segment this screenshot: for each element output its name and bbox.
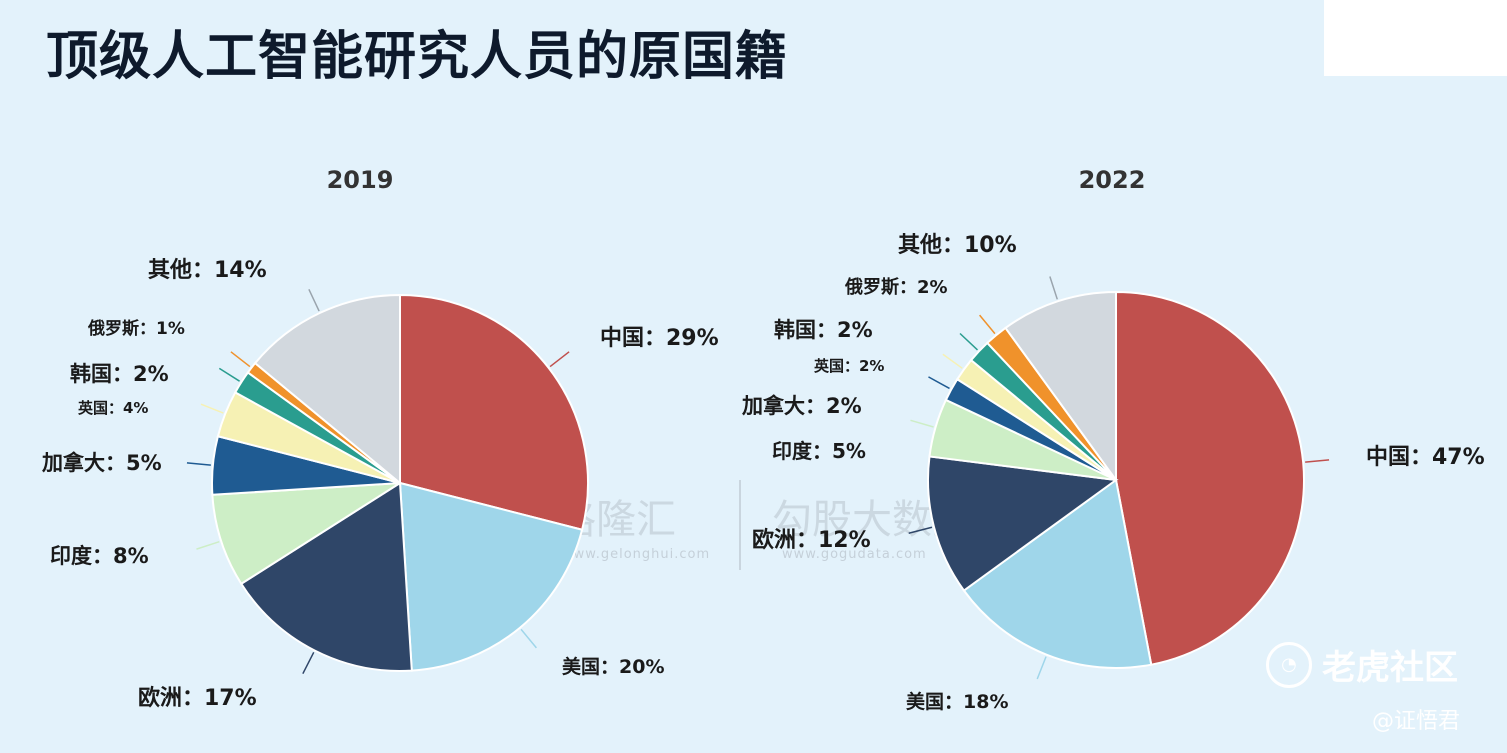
- slice-label-2022-英国: 英国：2%: [814, 357, 884, 375]
- user-watermark: @证悟君: [1372, 709, 1461, 734]
- gelonghui-url: www.gelonghui.com: [562, 547, 710, 562]
- leader-line-2022-美国: [1036, 656, 1047, 680]
- leader-line-2019-加拿大: [186, 462, 211, 466]
- pie-slice-2019-中国: [399, 293, 589, 531]
- slice-label-2019-俄罗斯: 俄罗斯：1%: [87, 318, 185, 339]
- leader-line-2019-韩国: [218, 367, 240, 382]
- slice-label-2019-印度: 印度：8%: [50, 544, 149, 568]
- leader-line-2022-其他: [1049, 276, 1059, 300]
- slice-label-2022-俄罗斯: 俄罗斯：2%: [844, 276, 948, 298]
- leader-line-2022-俄罗斯: [979, 314, 996, 335]
- pie-title-2019: 2019: [327, 166, 394, 194]
- leader-line-2022-韩国: [959, 332, 979, 351]
- pie-slice-2022-欧洲: [927, 455, 1119, 592]
- slice-label-2019-欧洲: 欧洲：17%: [138, 685, 257, 711]
- leader-line-2022-欧洲: [908, 526, 933, 534]
- leader-line-2022-加拿大: [928, 376, 950, 390]
- slice-label-2019-英国: 英国：4%: [78, 399, 148, 417]
- tiger-watermark: ◔ 老虎社区: [1266, 640, 1458, 689]
- leader-line-2022-中国: [1305, 459, 1330, 463]
- slice-label-2019-美国: 美国：20%: [562, 655, 664, 678]
- slice-label-2022-欧洲: 欧洲：12%: [752, 527, 871, 553]
- pie-slice-2022-中国: [1115, 290, 1306, 666]
- tiger-watermark-text: 老虎社区: [1322, 648, 1458, 688]
- pie-slice-2019-印度: [211, 482, 401, 586]
- gogudata-url: www.gogudata.com: [782, 547, 927, 562]
- slice-label-2022-加拿大: 加拿大：2%: [741, 394, 862, 418]
- pie-2022: 2022 中国：47% 美国：18% 欧洲：12% 印度：5% 加拿大：2% 英国：2% 韩国…: [741, 166, 1485, 713]
- leader-line-2022-印度: [910, 419, 934, 428]
- page-title: 顶级人工智能研究人员的原国籍: [46, 27, 789, 87]
- slice-label-2022-美国: 美国：18%: [906, 690, 1008, 713]
- leader-line-2019-欧洲: [302, 651, 315, 675]
- leader-line-2019-其他: [308, 289, 320, 312]
- leader-line-2019-俄罗斯: [230, 351, 251, 368]
- corner-box: [1324, 0, 1507, 76]
- leader-line-2019-美国: [520, 628, 537, 649]
- watermark-layer: 格隆汇 www.gelonghui.com 勾股大数据 www.gogudata…: [469, 480, 972, 570]
- pie-slice-2019-欧洲: [239, 481, 413, 672]
- pie-title-2022: 2022: [1079, 166, 1146, 194]
- slice-label-2022-韩国: 韩国：2%: [774, 318, 873, 342]
- pie-slice-2022-其他: [1004, 290, 1117, 484]
- pie-slice-2019-其他: [253, 293, 401, 486]
- slice-label-2019-韩国: 韩国：2%: [70, 362, 169, 386]
- slice-label-2019-中国: 中国：29%: [600, 326, 719, 351]
- pie-slice-2022-美国: [962, 478, 1153, 669]
- leader-line-2022-英国: [942, 353, 963, 369]
- leader-line-2019-印度: [196, 540, 220, 550]
- slice-label-2022-印度: 印度：5%: [772, 439, 866, 463]
- leader-line-2019-英国: [200, 403, 224, 414]
- leader-line-2019-中国: [549, 351, 570, 368]
- tiger-logo-icon: ◔: [1266, 641, 1312, 688]
- pie-slice-2019-美国: [398, 481, 584, 672]
- slice-label-2022-中国: 中国：47%: [1366, 445, 1485, 470]
- slice-label-2019-加拿大: 加拿大：5%: [41, 451, 162, 475]
- slice-label-2019-其他: 其他：14%: [148, 258, 267, 283]
- slice-label-2022-其他: 其他：10%: [898, 233, 1017, 258]
- pie-2019: 2019 中国：29% 美国：20% 欧洲：17% 印度：8% 加拿大：5% 英国：4% 韩国…: [41, 166, 719, 711]
